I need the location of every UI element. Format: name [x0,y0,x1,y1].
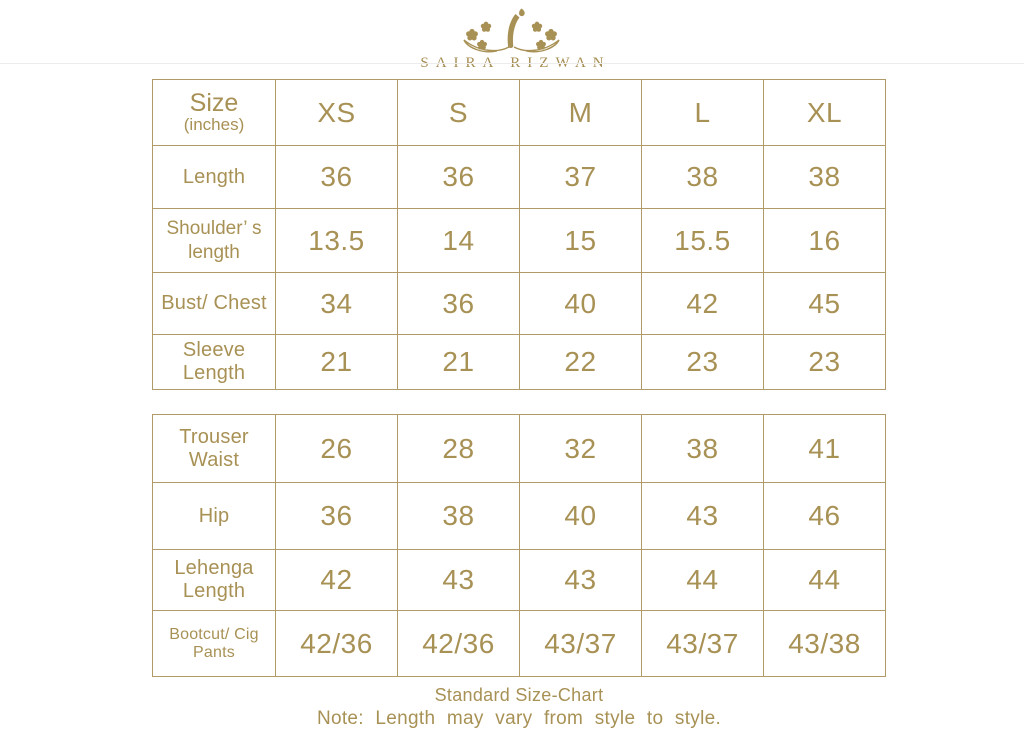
size-col-xl: XL [763,79,886,146]
table-row-trouser-waist: Trouser Waist 26 28 32 38 41 [152,414,886,483]
trouser-m: 32 [519,414,642,483]
chart-title: Standard Size-Chart [434,685,604,705]
lower-size-table: Trouser Waist 26 28 32 38 41 Hip 36 38 4… [152,414,886,677]
bust-xl: 45 [763,272,886,335]
divider-line [0,63,1024,64]
trouser-xs: 26 [275,414,398,483]
hip-xl: 46 [763,482,886,550]
length-xs: 36 [275,145,398,209]
bootcut-l: 43/37 [641,610,764,677]
sleeve-l: 23 [641,334,764,390]
length-l: 38 [641,145,764,209]
trouser-s: 28 [397,414,520,483]
lehenga-xl: 44 [763,549,886,611]
hip-xs: 36 [275,482,398,550]
row-label-shoulder-length: Shoulder’ s length [152,208,276,273]
table-row-bootcut-cig-pants: Bootcut/ Cig Pants 42/36 42/36 43/37 43/… [152,610,886,677]
bootcut-s: 42/36 [397,610,520,677]
row-label-length: Length [152,145,276,209]
bust-s: 36 [397,272,520,335]
length-s: 36 [397,145,520,209]
row-label-trouser-waist: Trouser Waist [152,414,276,483]
table-row-shoulder-length: Shoulder’ s length 13.5 14 15 15.5 16 [152,208,886,273]
bust-xs: 34 [275,272,398,335]
floral-calligraphy-emblem-icon [463,8,560,53]
row-label-bootcut-cig-pants: Bootcut/ Cig Pants [152,610,276,677]
table-row-bust-chest: Bust/ Chest 34 36 40 42 45 [152,272,886,335]
size-col-m: M [519,79,642,146]
table-row-lehenga-length: Lehenga Length 42 43 43 44 44 [152,549,886,611]
shoulder-label-line2: length [188,241,240,263]
sleeve-xs: 21 [275,334,398,390]
chart-note: Note: Length may vary from style to styl… [316,708,722,729]
shoulder-label-line1: Shoulder’ s [166,217,262,239]
bootcut-m: 43/37 [519,610,642,677]
lehenga-m: 43 [519,549,642,611]
hip-s: 38 [397,482,520,550]
size-header-cell: Size (inches) [152,79,276,146]
trouser-xl: 41 [763,414,886,483]
lehenga-s: 43 [397,549,520,611]
size-title: Size [189,89,239,118]
bust-l: 42 [641,272,764,335]
shoulder-m: 15 [519,208,642,273]
hip-m: 40 [519,482,642,550]
sleeve-xl: 23 [763,334,886,390]
lehenga-l: 44 [641,549,764,611]
bust-m: 40 [519,272,642,335]
size-header-row: Size (inches) XS S M L XL [152,79,886,146]
shoulder-l: 15.5 [641,208,764,273]
bootcut-xs: 42/36 [275,610,398,677]
row-label-lehenga-length: Lehenga Length [152,549,276,611]
sleeve-s: 21 [397,334,520,390]
table-row-hip: Hip 36 38 40 43 46 [152,482,886,550]
row-label-bust-chest: Bust/ Chest [152,272,276,335]
shoulder-xs: 13.5 [275,208,398,273]
upper-size-table: Size (inches) XS S M L XL Length 36 36 3… [152,79,886,390]
bootcut-xl: 43/38 [763,610,886,677]
size-col-s: S [397,79,520,146]
size-col-xs: XS [275,79,398,146]
table-row-sleeve-length: Sleeve Length 21 21 22 23 23 [152,334,886,390]
length-m: 37 [519,145,642,209]
chart-footer: Standard Size-Chart Note: Length may var… [152,685,886,730]
table-row-length: Length 36 36 37 38 38 [152,145,886,209]
hip-l: 43 [641,482,764,550]
length-xl: 38 [763,145,886,209]
row-label-hip: Hip [152,482,276,550]
row-label-sleeve-length: Sleeve Length [152,334,276,390]
trouser-l: 38 [641,414,764,483]
sleeve-m: 22 [519,334,642,390]
shoulder-s: 14 [397,208,520,273]
size-unit: (inches) [183,115,245,135]
shoulder-xl: 16 [763,208,886,273]
size-col-l: L [641,79,764,146]
lehenga-xs: 42 [275,549,398,611]
